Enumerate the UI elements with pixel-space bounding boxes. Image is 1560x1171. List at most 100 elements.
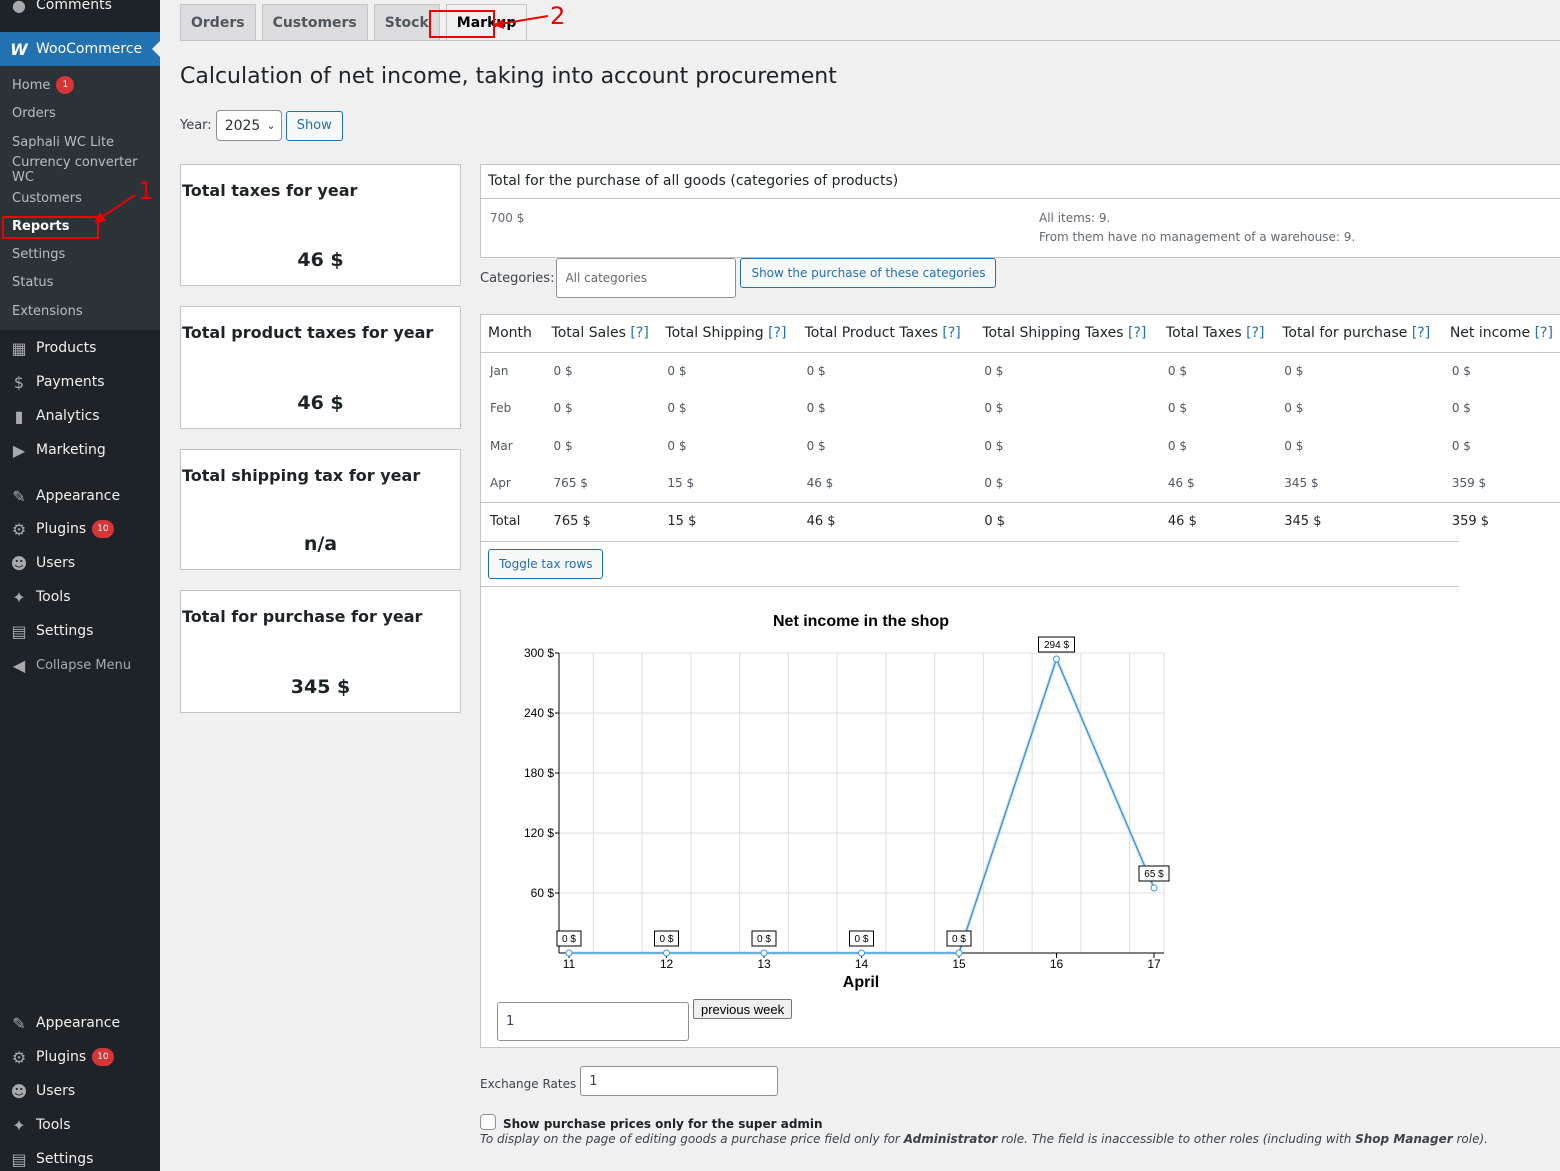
help-link[interactable]: [?]	[1246, 325, 1265, 342]
sidebar-item-tools-2[interactable]: ✦ Tools	[0, 1110, 160, 1140]
sidebar-item-analytics[interactable]: ▮ Analytics	[0, 401, 160, 431]
help-link[interactable]: [?]	[942, 325, 961, 342]
table-cell: 0 $	[553, 401, 573, 416]
table-cell: 0 $	[984, 476, 1004, 490]
help-link[interactable]: [?]	[630, 325, 649, 342]
submenu-settings[interactable]: Settings	[12, 246, 66, 262]
submenu-reports[interactable]: Reports	[12, 218, 70, 234]
y-tick-label: 180 $	[524, 766, 554, 780]
data-label-box	[1038, 636, 1075, 653]
table-cell: 15 $	[667, 476, 695, 490]
col-shipping-taxes: Total Shipping Taxes [?]	[975, 315, 1159, 353]
sidebar-item-users[interactable]: ☻ Users	[10, 553, 76, 573]
submenu-status[interactable]: Status	[12, 274, 54, 290]
table-cell: 0 $	[1451, 401, 1471, 416]
month-cell: Mar	[490, 438, 513, 453]
sidebar-item-tools[interactable]: ✦ Tools	[0, 582, 160, 612]
sidebar-item-settings[interactable]: ▤ Settings	[0, 616, 160, 646]
toggle-divider	[481, 586, 1459, 587]
series-shadow	[569, 653, 1156, 955]
purchase-panel-header: Total for the purchase of all goods (cat…	[481, 165, 1560, 199]
annotation-number-2: 2	[550, 2, 566, 30]
show-categories-button[interactable]: Show the purchase of these categories	[740, 258, 997, 288]
sidebar-item-appearance-2[interactable]: ✎ Appearance	[0, 1008, 160, 1038]
table-header-row: Month Total Sales [?] Total Shipping [?]…	[481, 315, 1560, 353]
toggle-tax-rows-button[interactable]: Toggle tax rows	[488, 549, 604, 579]
settings-icon: ▤	[11, 621, 27, 641]
data-label: 294 $	[1044, 640, 1069, 651]
sidebar-item-settings-2[interactable]: ▤ Settings	[0, 1144, 160, 1171]
tab-customers[interactable]: Customers	[261, 4, 368, 40]
submenu-currency-converter[interactable]: Currency converter WC	[12, 155, 138, 185]
archive-icon: ▦	[11, 338, 27, 358]
submenu-extensions[interactable]: Extensions	[12, 303, 83, 319]
table-cell: 359 $	[1451, 476, 1487, 490]
table-cell: 46 $	[797, 501, 976, 540]
sidebar-item-woocommerce[interactable]: W WooCommerce	[0, 32, 160, 66]
sidebar-item-payments[interactable]: $ Payments	[0, 367, 160, 397]
table-cell: 0 $	[1167, 364, 1187, 378]
month-cell: Feb	[490, 401, 512, 416]
sidebar-item-plugins-2[interactable]: ⚙ Plugins 10	[0, 1042, 160, 1072]
x-tick-label: 13	[757, 957, 771, 971]
tab-orders[interactable]: Orders	[180, 4, 256, 40]
table-cell: 0 $	[553, 438, 573, 453]
series-line	[569, 656, 1155, 954]
previous-week-button[interactable]: previous week	[693, 999, 793, 1019]
table-cell: 46 $	[1167, 476, 1195, 490]
month-cell: Apr	[490, 476, 511, 490]
col-total-sales: Total Sales [?]	[544, 315, 659, 353]
sidebar-item-plugins[interactable]: ⚙ Plugins 10	[0, 514, 160, 544]
x-tick-label: 15	[952, 957, 966, 971]
chart-title: Net income in the shop	[772, 613, 949, 630]
year-select[interactable]: 2025 ⌄	[215, 110, 282, 141]
table-cell: 15 $	[658, 501, 798, 540]
y-tick-label: 60 $	[531, 886, 555, 900]
data-label-box	[1138, 865, 1170, 882]
help-link[interactable]: [?]	[1128, 325, 1147, 342]
sidebar-item-marketing[interactable]: ▶ Marketing	[0, 435, 160, 465]
submenu-home[interactable]: Home 1	[12, 75, 75, 95]
help-link[interactable]: [?]	[1534, 325, 1553, 342]
table-cell: 0 $	[553, 364, 573, 378]
table-cell: 345 $	[1284, 476, 1319, 490]
submenu-saphali[interactable]: Saphali WC Lite	[12, 134, 115, 150]
purchase-panel: Total for the purchase of all goods (cat…	[480, 164, 1560, 258]
table-row: Mar 0 $ 0 $ 0 $ 0 $ 0 $ 0 $ 0 $	[481, 427, 1560, 465]
superadmin-checkbox[interactable]	[480, 1114, 496, 1130]
current-arrow	[152, 41, 160, 57]
categories-input[interactable]: All categories	[556, 258, 737, 298]
annotation-box-markup	[429, 10, 495, 38]
sidebar-item-users-2[interactable]: ☻ Users	[10, 1081, 76, 1101]
week-input[interactable]: 1	[497, 1002, 689, 1041]
submenu-customers[interactable]: Customers	[12, 190, 82, 206]
data-label: 0 $	[660, 934, 674, 945]
tab-stock[interactable]: Stock	[373, 4, 440, 40]
data-label-box	[849, 930, 874, 947]
user-icon: ☻	[10, 553, 28, 573]
col-month: Month	[481, 315, 545, 353]
purchase-items: All items: 9.	[1039, 211, 1111, 225]
table-cell: 345 $	[1275, 501, 1443, 540]
table-row: Jan 0 $ 0 $ 0 $ 0 $ 0 $ 0 $ 0 $	[481, 352, 1560, 390]
data-point	[1150, 884, 1158, 892]
exchange-rates-input[interactable]: 1	[580, 1066, 779, 1096]
sidebar-item-comments[interactable]: ● Comments	[0, 0, 160, 20]
payments-icon: $	[13, 372, 25, 392]
table-cell: 46 $	[806, 476, 834, 490]
data-label: 0 $	[952, 934, 966, 945]
annotation-arrow-1	[94, 194, 136, 223]
sidebar-item-products[interactable]: ▦ Products	[0, 333, 160, 363]
x-tick-label: 12	[660, 957, 674, 971]
show-button[interactable]: Show	[285, 110, 343, 141]
help-link[interactable]: [?]	[1411, 325, 1431, 342]
table-cell: 0 $	[667, 438, 687, 453]
sidebar-item-appearance[interactable]: ✎ Appearance	[0, 481, 160, 511]
collapse-menu-button[interactable]: ◀ Collapse Menu	[0, 650, 160, 680]
table-cell: 0 $	[1284, 364, 1304, 378]
collapse-icon: ◀	[12, 655, 26, 675]
bar-chart-icon: ▮	[14, 406, 24, 426]
settings-icon: ▤	[11, 1149, 27, 1169]
submenu-orders[interactable]: Orders	[12, 105, 56, 121]
help-link[interactable]: [?]	[768, 325, 787, 342]
